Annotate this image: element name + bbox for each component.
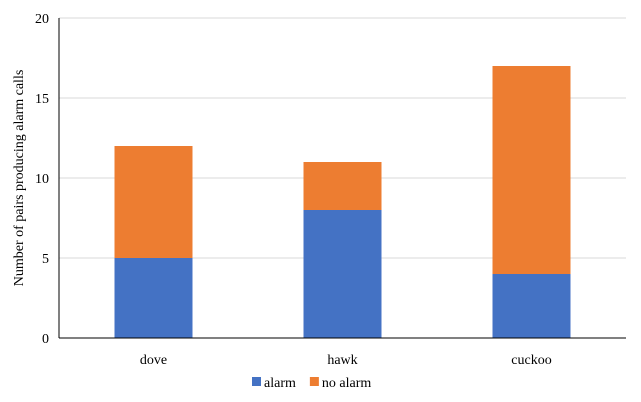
- y-axis-label: Number of pairs producing alarm calls: [12, 70, 27, 287]
- x-tick-label: dove: [140, 353, 167, 368]
- bar-dove-no-alarm: [114, 146, 193, 258]
- axes: [58, 18, 626, 339]
- legend-swatch: [309, 377, 319, 386]
- y-tick-labels: 0 5 10 15 20: [35, 12, 49, 347]
- y-tick-label: 5: [42, 252, 49, 267]
- bar-dove-alarm: [114, 258, 193, 338]
- bar-hawk-no-alarm: [303, 162, 382, 210]
- bar-cuckoo-no-alarm: [492, 66, 571, 274]
- y-tick-label: 10: [35, 172, 49, 187]
- bar-hawk-alarm: [303, 210, 382, 338]
- legend-label: alarm: [264, 376, 296, 391]
- x-tick-label: hawk: [327, 353, 357, 368]
- bars: [114, 66, 571, 338]
- bar-cuckoo-alarm: [492, 274, 571, 338]
- x-tick-labels: dove hawk cuckoo: [140, 353, 552, 368]
- legend-label: no alarm: [322, 376, 371, 391]
- y-tick-label: 15: [35, 92, 49, 107]
- y-tick-label: 0: [42, 332, 49, 347]
- y-tick-label: 20: [35, 12, 49, 27]
- legend: alarm no alarm: [252, 376, 371, 391]
- x-tick-label: cuckoo: [511, 353, 551, 368]
- legend-swatch: [252, 377, 261, 386]
